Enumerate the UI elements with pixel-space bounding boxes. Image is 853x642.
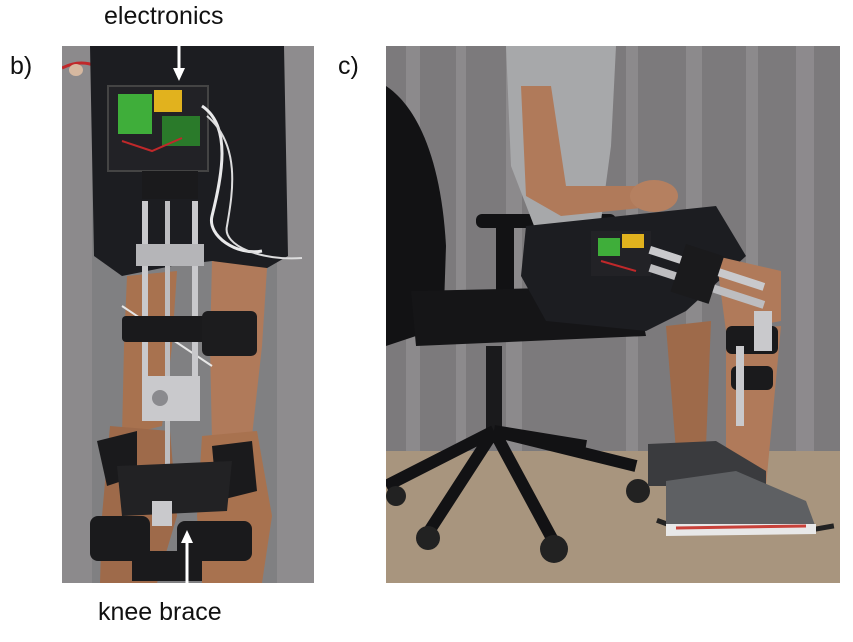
seated-exoskeleton-side-view-image	[386, 46, 840, 583]
panel-c-letter: c)	[338, 52, 359, 80]
photo-panel-c	[386, 46, 840, 583]
panel-b-letter: b)	[10, 52, 33, 80]
electronics-arrow-icon	[173, 34, 185, 81]
electronics-label: electronics	[104, 2, 224, 30]
knee-brace-label: knee brace	[98, 598, 222, 626]
exoskeleton-front-view-image	[62, 46, 314, 583]
photo-panel-b	[62, 46, 314, 583]
knee-brace-arrow-icon	[181, 530, 193, 590]
